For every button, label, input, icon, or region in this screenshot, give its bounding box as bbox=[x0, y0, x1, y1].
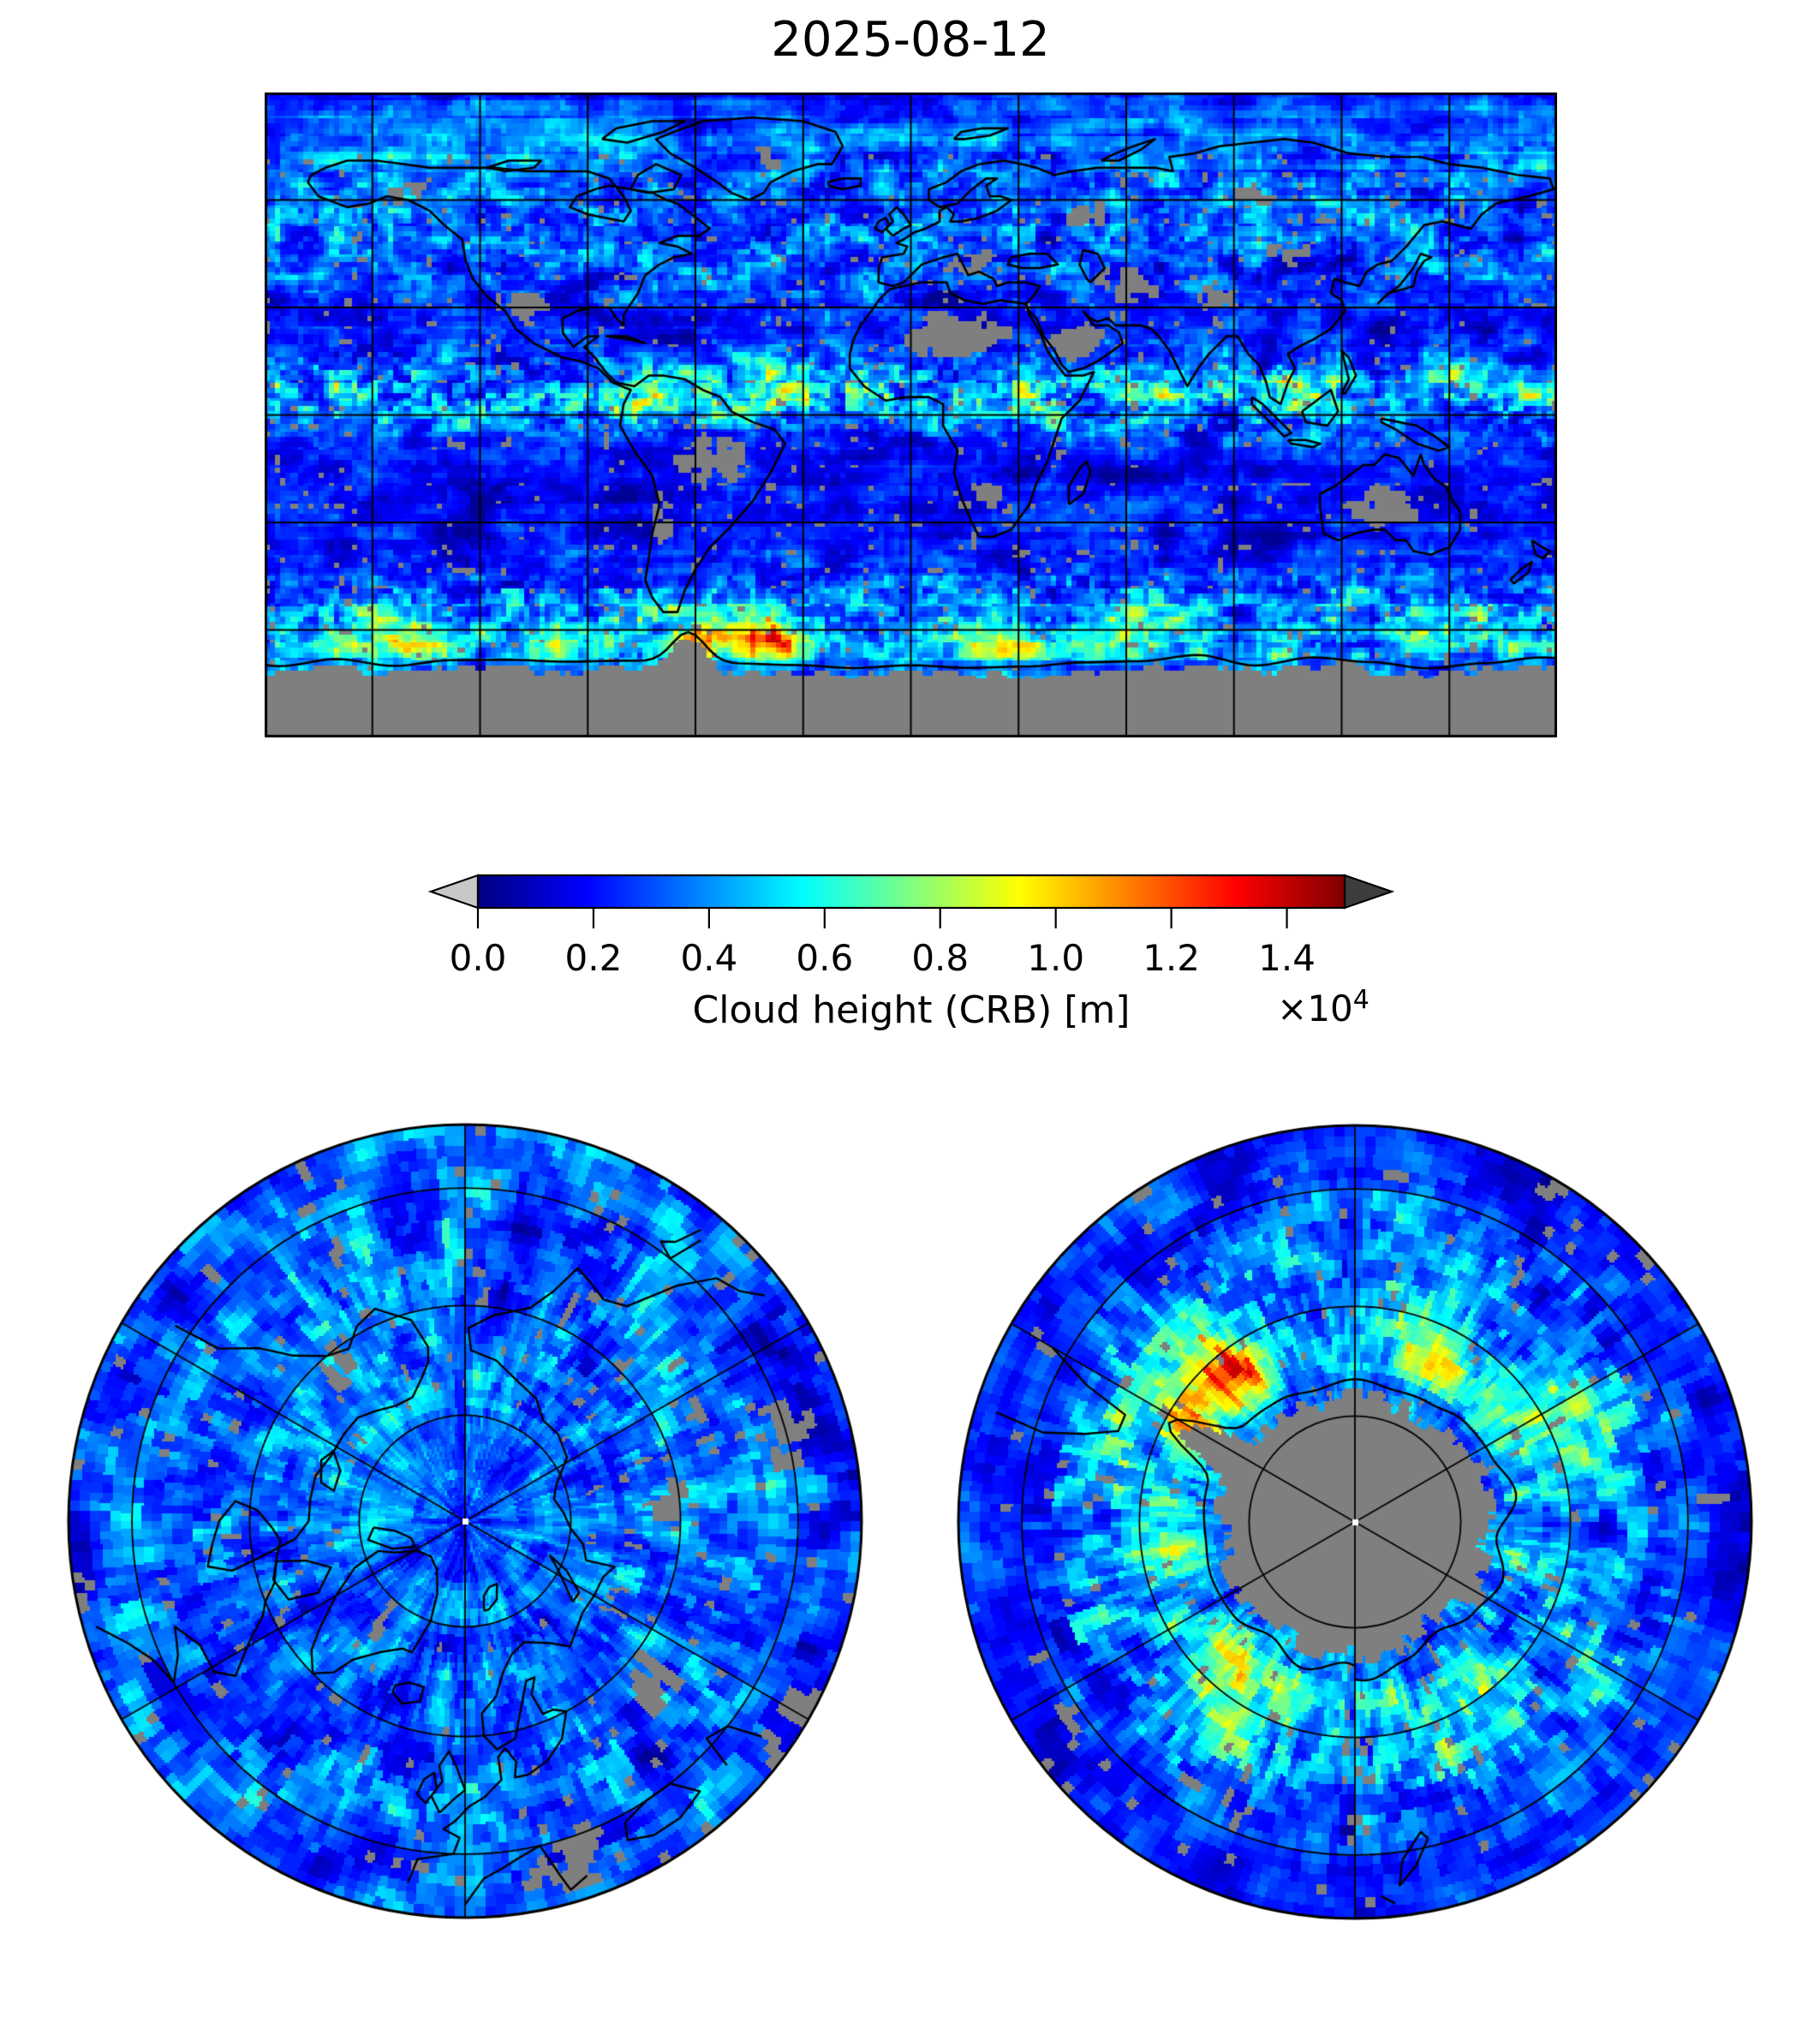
colorbar-tick-label: 0.2 bbox=[564, 937, 623, 979]
global-map-panel bbox=[265, 92, 1557, 737]
colorbar bbox=[427, 874, 1395, 928]
colorbar-under-arrow bbox=[427, 874, 480, 910]
colorbar-offset-exponent: 4 bbox=[1352, 985, 1369, 1015]
colorbar-label: Cloud height (CRB) [m] bbox=[692, 988, 1131, 1032]
colorbar-tick-label: 1.4 bbox=[1258, 937, 1316, 979]
colorbar-tick-label: 0.8 bbox=[911, 937, 970, 979]
colorbar-offset-text: ×104 bbox=[1277, 985, 1369, 1029]
colorbar-over-arrow bbox=[1343, 874, 1395, 910]
figure-title: 2025-08-12 bbox=[771, 12, 1050, 68]
colorbar-bar bbox=[476, 874, 1346, 910]
colorbar-tick-label: 1.2 bbox=[1143, 937, 1200, 979]
colorbar-offset-base: ×10 bbox=[1277, 988, 1353, 1029]
colorbar-tick-label: 0.4 bbox=[680, 937, 738, 979]
colorbar-tick-label: 0.6 bbox=[796, 937, 854, 979]
north-polar-panel bbox=[64, 1120, 866, 1922]
colorbar-tick-label: 0.0 bbox=[449, 937, 507, 979]
colorbar-tick-label: 1.0 bbox=[1027, 937, 1085, 979]
south-polar-panel bbox=[954, 1121, 1756, 1923]
